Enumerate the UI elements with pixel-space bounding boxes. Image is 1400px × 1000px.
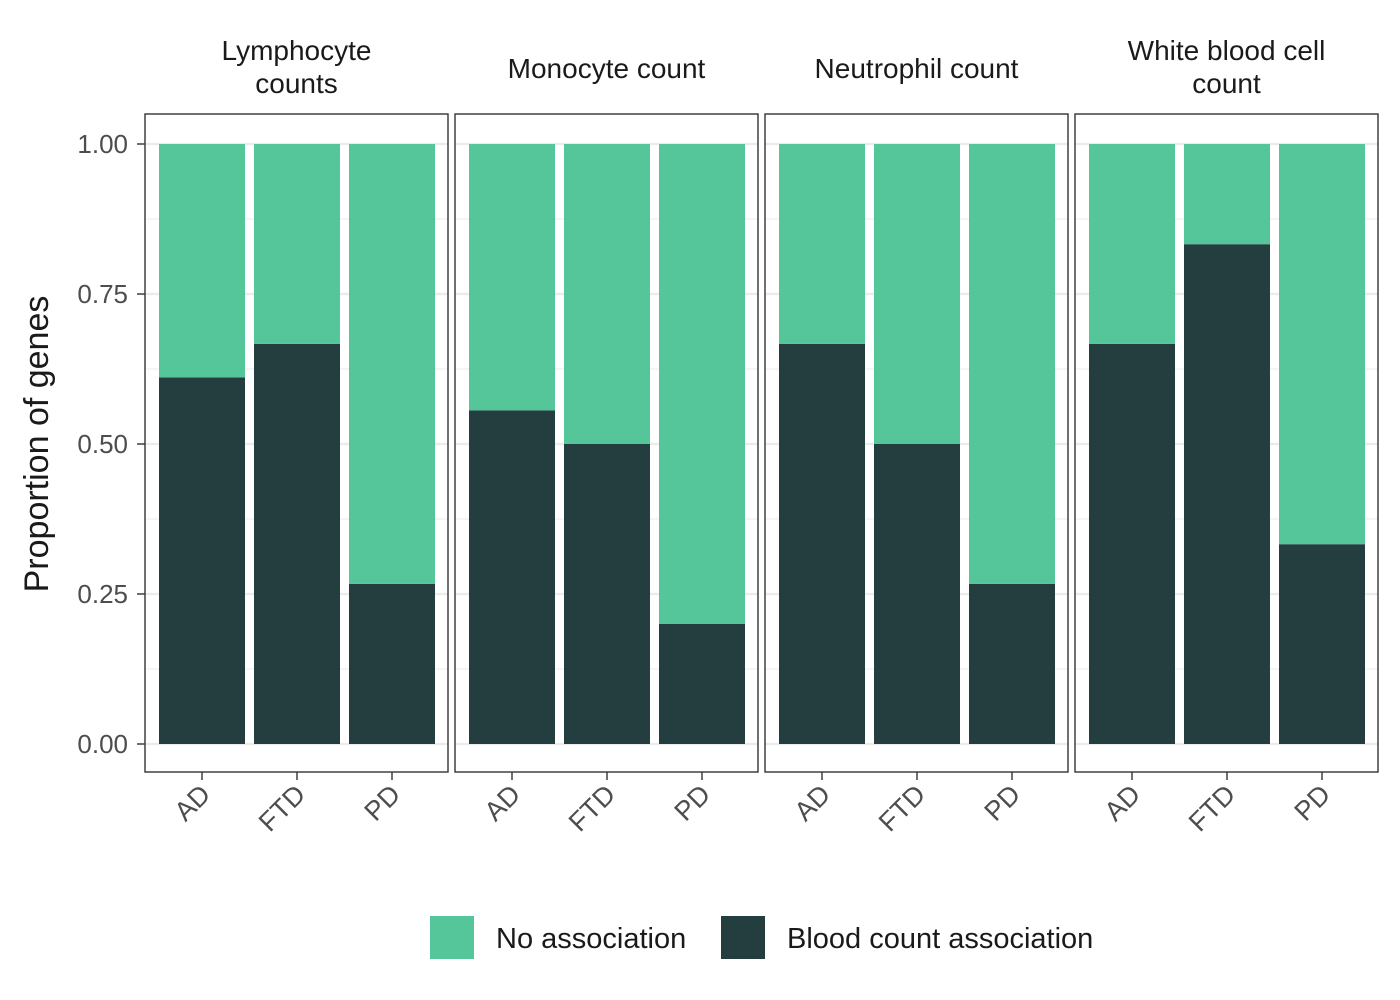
facet-neutrophil-count: Neutrophil count AD FTD PD [764, 53, 1069, 837]
bar-monocyte-count-pd-no-association [659, 144, 745, 624]
facet-panels: Lymphocyte counts AD FTD PD Monocyte count AD F… [144, 35, 1379, 837]
x-tick-label-ftd: FTD [563, 779, 621, 837]
legend-label-blood-count-association: Blood count association [787, 923, 1093, 955]
bar-neutrophil-count-ad-no-association [779, 144, 865, 344]
legend: No association Blood count association [430, 916, 1093, 959]
bar-lymphocyte-counts-ftd-no-association [254, 144, 340, 344]
facet-white-blood-cell-count: White blood cell count AD FTD PD [1074, 35, 1379, 837]
x-tick-label-pd: PD [1289, 779, 1337, 827]
bar-monocyte-count-ad-no-association [469, 144, 555, 411]
x-tick-label-ad: AD [169, 779, 217, 827]
y-tick-label: 1.00 [77, 129, 128, 159]
y-axis-title: Proportion of genes [18, 296, 56, 593]
x-tick-label-pd: PD [669, 779, 717, 827]
x-tick-label-ad: AD [1099, 779, 1147, 827]
facet-title-monocyte-count: Monocyte count [508, 53, 706, 84]
bar-white-blood-cell-count-ad-no-association [1089, 144, 1175, 344]
y-tick-label: 0.75 [77, 279, 128, 309]
x-tick-label-pd: PD [359, 779, 407, 827]
x-tick-label-ftd: FTD [873, 779, 931, 837]
x-tick-label-ad: AD [479, 779, 527, 827]
facet-title-neutrophil-count: Neutrophil count [815, 53, 1019, 84]
bar-white-blood-cell-count-ftd-blood-count-association [1184, 244, 1270, 744]
facet-monocyte-count: Monocyte count AD FTD PD [454, 53, 759, 837]
bar-lymphocyte-counts-ad-no-association [159, 144, 245, 378]
bar-monocyte-count-ftd-no-association [564, 144, 650, 444]
bar-neutrophil-count-ad-blood-count-association [779, 343, 865, 744]
bar-monocyte-count-ftd-blood-count-association [564, 444, 650, 744]
bar-neutrophil-count-pd-no-association [969, 144, 1055, 584]
bar-white-blood-cell-count-ad-blood-count-association [1089, 343, 1175, 744]
legend-swatch-blood-count-association [721, 916, 765, 959]
bar-monocyte-count-pd-blood-count-association [659, 624, 745, 744]
bar-white-blood-cell-count-ftd-no-association [1184, 144, 1270, 245]
bar-lymphocyte-counts-pd-no-association [349, 144, 435, 584]
bar-lymphocyte-counts-ad-blood-count-association [159, 377, 245, 744]
x-tick-label-ad: AD [789, 779, 837, 827]
legend-swatch-no-association [430, 916, 474, 959]
x-tick-label-ftd: FTD [1183, 779, 1241, 837]
bar-neutrophil-count-pd-blood-count-association [969, 583, 1055, 744]
y-tick-label: 0.00 [77, 729, 128, 759]
facet-lymphocyte-counts: Lymphocyte counts AD FTD PD [144, 35, 449, 837]
legend-label-no-association: No association [496, 923, 686, 955]
y-tick-label: 0.50 [77, 429, 128, 459]
facet-title-lymphocyte-counts: Lymphocyte counts [222, 35, 372, 99]
bar-neutrophil-count-ftd-blood-count-association [874, 444, 960, 744]
bar-lymphocyte-counts-pd-blood-count-association [349, 583, 435, 744]
x-tick-label-ftd: FTD [253, 779, 311, 837]
bar-neutrophil-count-ftd-no-association [874, 144, 960, 444]
y-axis: 0.00 0.25 0.50 0.75 1.00 [77, 129, 145, 759]
bar-white-blood-cell-count-pd-no-association [1279, 144, 1365, 545]
facet-title-white-blood-cell-count: White blood cell count [1128, 35, 1326, 99]
x-tick-label-pd: PD [979, 779, 1027, 827]
bar-white-blood-cell-count-pd-blood-count-association [1279, 544, 1365, 744]
bar-lymphocyte-counts-ftd-blood-count-association [254, 343, 340, 744]
y-tick-label: 0.25 [77, 579, 128, 609]
bar-monocyte-count-ad-blood-count-association [469, 410, 555, 744]
